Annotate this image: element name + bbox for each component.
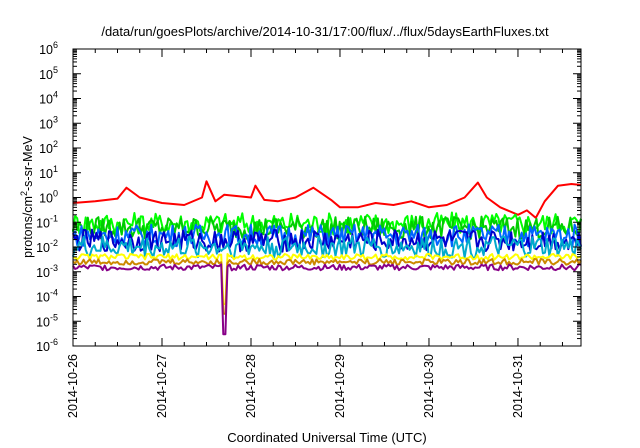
y-tick-label: 102 bbox=[39, 139, 58, 156]
y-tick-label: 101 bbox=[39, 164, 58, 181]
series-line-9 bbox=[72, 263, 582, 336]
x-tick-label: 2014-10-31 bbox=[511, 354, 525, 418]
y-tick-label: 10-1 bbox=[36, 213, 58, 230]
y-tick-label: 10-3 bbox=[36, 263, 58, 280]
y-axis-label: protons/cm2-s-sr-MeV bbox=[19, 135, 35, 257]
y-tick-label: 10-6 bbox=[36, 337, 58, 354]
x-axis-label: Coordinated Universal Time (UTC) bbox=[227, 430, 426, 445]
x-tick-label: 2014-10-27 bbox=[155, 354, 169, 418]
x-tick-label: 2014-10-26 bbox=[66, 354, 80, 418]
y-tick-label: 10-4 bbox=[36, 288, 58, 305]
x-tick-label: 2014-10-29 bbox=[333, 354, 347, 418]
y-tick-label: 100 bbox=[39, 189, 58, 206]
x-tick-label: 2014-10-30 bbox=[422, 354, 436, 418]
x-tick-label: 2014-10-28 bbox=[244, 354, 258, 418]
series-line-1 bbox=[72, 180, 582, 219]
y-tick-label: 10-5 bbox=[36, 312, 58, 329]
series-line-8 bbox=[72, 257, 582, 315]
y-tick-label: 105 bbox=[39, 65, 58, 82]
series-line-3 bbox=[72, 215, 582, 240]
y-tick-label: 104 bbox=[39, 90, 58, 107]
y-tick-label: 103 bbox=[39, 114, 58, 131]
chart-title: /data/run/goesPlots/archive/2014-10-31/1… bbox=[101, 24, 549, 39]
series-layer bbox=[72, 180, 582, 336]
plot-frame bbox=[72, 48, 582, 347]
y-tick-label: 106 bbox=[39, 40, 58, 57]
series-line-7 bbox=[72, 252, 582, 305]
y-tick-label: 10-2 bbox=[36, 238, 58, 255]
series-line-5 bbox=[72, 228, 582, 253]
